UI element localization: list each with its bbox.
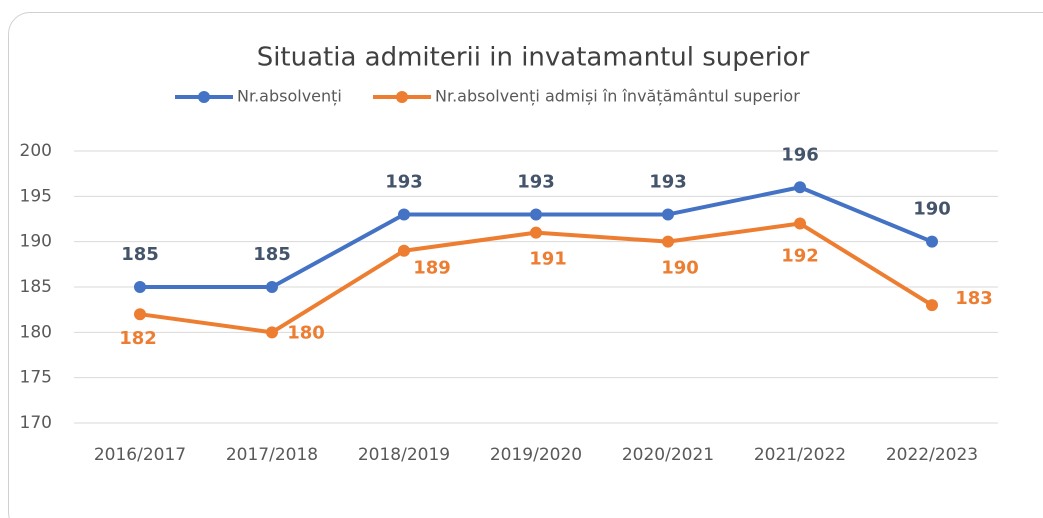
data-label: 182 — [119, 328, 157, 349]
y-tick-label: 190 — [20, 232, 52, 252]
x-tick-label: 2018/2019 — [358, 445, 450, 465]
y-tick-label: 175 — [20, 368, 52, 388]
chart-title: Situatia admiterii in invatamantul super… — [257, 43, 810, 73]
y-tick-label: 200 — [20, 141, 52, 161]
data-label: 193 — [385, 171, 423, 192]
data-label: 185 — [253, 244, 291, 265]
point — [926, 235, 938, 248]
point — [794, 217, 806, 230]
data-label: 196 — [781, 144, 819, 165]
point — [662, 208, 674, 221]
data-label: 193 — [517, 171, 555, 192]
legend-label: Nr.absolvenți admiși în învățământul sup… — [435, 87, 800, 106]
y-tick-label: 185 — [20, 277, 52, 297]
y-tick-label: 195 — [20, 186, 52, 206]
data-label: 192 — [781, 246, 819, 267]
point — [398, 208, 410, 221]
x-tick-label: 2016/2017 — [94, 445, 186, 465]
legend-marker — [396, 91, 408, 103]
x-tick-label: 2017/2018 — [226, 445, 318, 465]
data-label: 183 — [955, 288, 993, 309]
legend-marker — [198, 91, 210, 103]
x-tick-label: 2020/2021 — [622, 445, 714, 465]
point — [398, 244, 410, 257]
data-label: 185 — [121, 244, 159, 265]
x-tick-label: 2019/2020 — [490, 445, 582, 465]
legend-label: Nr.absolvenți — [237, 87, 342, 106]
data-label: 189 — [413, 258, 451, 279]
point — [134, 281, 146, 293]
point — [926, 299, 938, 312]
chart-card — [8, 12, 1043, 518]
data-label: 193 — [649, 171, 687, 192]
series-line — [139, 221, 934, 335]
y-tick-label: 180 — [20, 322, 52, 342]
data-label: 180 — [287, 322, 325, 343]
data-label: 190 — [913, 199, 951, 220]
point — [266, 326, 278, 339]
point — [662, 235, 674, 248]
point — [794, 181, 806, 194]
data-label: 191 — [529, 249, 567, 270]
point — [266, 281, 278, 293]
y-tick-label: 170 — [20, 413, 52, 433]
x-tick-label: 2022/2023 — [886, 445, 978, 465]
data-label: 190 — [661, 258, 699, 279]
point — [530, 226, 542, 239]
point — [530, 208, 542, 221]
point — [134, 308, 146, 321]
x-tick-label: 2021/2022 — [754, 445, 846, 465]
